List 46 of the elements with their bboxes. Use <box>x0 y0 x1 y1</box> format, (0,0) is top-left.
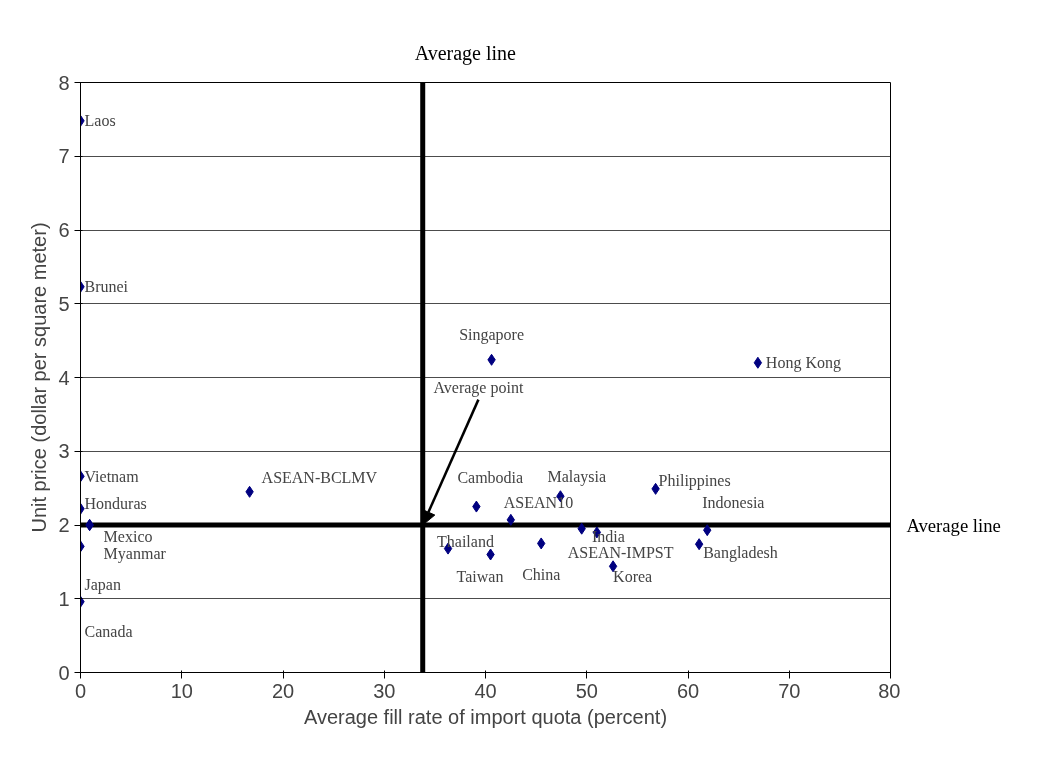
y-tick-label: 7 <box>58 145 70 168</box>
annotation: Bangladesh <box>703 543 778 562</box>
ref-line-label: Average line <box>906 514 1001 536</box>
y-tick-label: 3 <box>58 440 70 463</box>
annotation: China <box>522 565 561 583</box>
y-tick-label: 1 <box>58 587 70 610</box>
annotation: Canada <box>84 623 133 641</box>
y-tick-label: 0 <box>58 661 70 684</box>
y-axis-title: Unit price (dollar per square meter) <box>28 222 51 533</box>
x-tick-label: 30 <box>373 679 396 702</box>
y-tick-label: 4 <box>58 366 70 389</box>
y-tick-label: 5 <box>58 292 70 315</box>
annotation: Mexico <box>103 527 153 545</box>
y-tick-label: 2 <box>58 514 70 536</box>
x-tick-label: 60 <box>676 679 700 702</box>
annotation: Hong Kong <box>765 354 841 373</box>
annotation: Myanmar <box>103 544 167 563</box>
y-tick-label: 6 <box>58 219 70 241</box>
x-tick-label: 10 <box>170 679 193 702</box>
annotation: India <box>591 527 625 545</box>
annotation: Japan <box>84 575 121 594</box>
annotation: Singapore <box>459 326 525 345</box>
x-axis-title: Average fill rate of import quota (percent) <box>303 705 668 728</box>
x-tick-label: 20 <box>271 679 295 702</box>
y-tick-label: 8 <box>58 71 70 94</box>
annotation: ASEAN-IMPST <box>567 544 674 562</box>
x-tick-label: 80 <box>878 679 901 702</box>
annotation: Thailand <box>437 533 494 551</box>
annotation: Philippines <box>658 472 731 491</box>
annotation: Indonesia <box>702 493 765 511</box>
ref-line-label: Average line <box>414 41 517 65</box>
annotation: Honduras <box>84 495 147 513</box>
annotation: Korea <box>613 567 653 585</box>
annotation: Taiwan <box>456 568 504 585</box>
annotation: Brunei <box>84 278 129 296</box>
annotation: Cambodia <box>457 469 524 487</box>
annotation: Malaysia <box>547 467 607 486</box>
annotation: Laos <box>84 112 116 130</box>
x-tick-label: 70 <box>778 679 801 702</box>
annotation: ASEAN10 <box>503 494 574 512</box>
annotation: Vietnam <box>84 467 140 485</box>
x-tick-label: 50 <box>575 679 598 702</box>
annotation: Average point <box>433 378 524 397</box>
annotation: ASEAN-BCLMV <box>261 469 378 487</box>
x-tick-label: 0 <box>74 679 87 702</box>
x-tick-label: 40 <box>474 679 497 702</box>
